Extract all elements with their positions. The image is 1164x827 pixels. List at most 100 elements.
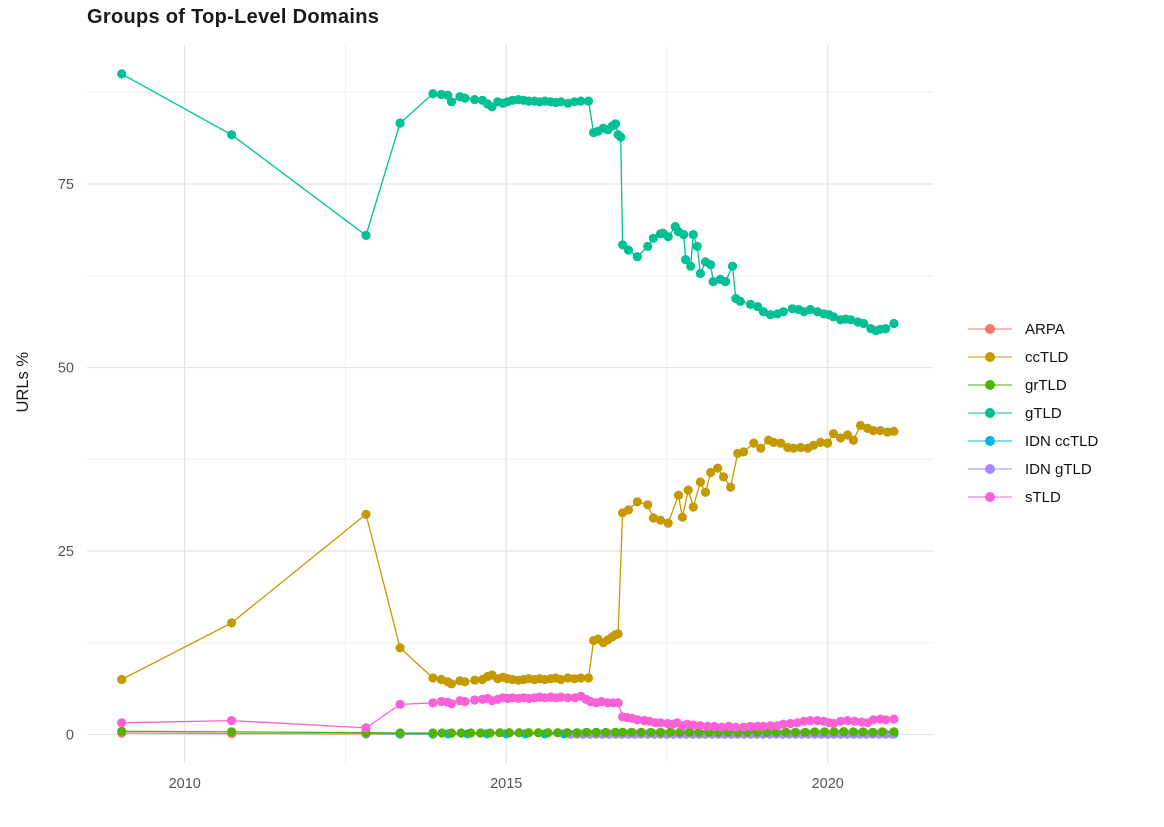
data-point (643, 241, 653, 251)
data-point (727, 261, 738, 271)
series-line (121, 73, 895, 332)
data-point (776, 438, 786, 448)
data-point (665, 727, 675, 737)
data-point (648, 513, 659, 523)
data-point (361, 230, 371, 240)
legend-item-idn-gtld: IDN gTLD (968, 460, 1098, 478)
x-tick-label: 2010 (169, 776, 201, 792)
data-point (495, 728, 505, 738)
data-point (769, 437, 779, 447)
data-point (758, 307, 769, 317)
data-point (610, 119, 621, 129)
x-tick-label: 2020 (812, 776, 844, 792)
y-tick-label: 25 (58, 544, 74, 560)
data-point (543, 728, 553, 738)
data-point (702, 721, 713, 732)
data-point (868, 426, 879, 436)
data-point (765, 310, 776, 320)
data-point (470, 675, 480, 685)
data-point (514, 728, 524, 738)
data-point (470, 695, 480, 705)
data-point (227, 618, 237, 628)
data-point (745, 299, 756, 309)
data-point (809, 440, 819, 450)
data-point (749, 438, 759, 448)
data-point (648, 233, 659, 243)
data-point (796, 442, 806, 453)
data-point (839, 727, 849, 737)
data-point (627, 727, 637, 737)
series-stld (117, 691, 899, 733)
data-point (829, 727, 839, 737)
data-point (805, 716, 815, 726)
data-point (823, 438, 833, 448)
data-point (785, 718, 796, 729)
legend-label: IDN ccTLD (1025, 432, 1099, 450)
data-point (683, 485, 693, 495)
data-point (717, 722, 727, 732)
y-tick-label: 0 (66, 728, 74, 744)
data-point (227, 130, 237, 140)
chart-title: Groups of Top-Level Domains (87, 6, 380, 28)
data-point (456, 728, 466, 738)
data-point (395, 118, 405, 128)
legend-label: ccTLD (1025, 348, 1069, 366)
data-point (855, 420, 866, 431)
data-point (466, 728, 476, 738)
data-point (446, 699, 457, 709)
data-point (713, 463, 723, 473)
data-point (781, 727, 791, 737)
data-point (524, 728, 534, 738)
legend-item-grtld: grTLD (968, 376, 1098, 394)
data-point (868, 715, 879, 725)
data-point (848, 727, 859, 737)
data-point (395, 728, 405, 738)
data-point (738, 722, 749, 732)
data-point (610, 727, 621, 737)
data-point (428, 698, 438, 708)
legend-label: ARPA (1025, 320, 1065, 338)
data-point (673, 490, 684, 500)
data-point (117, 718, 127, 728)
data-point (446, 728, 457, 738)
data-point (745, 721, 756, 732)
data-point (695, 477, 706, 487)
data-point (563, 693, 573, 703)
data-point (836, 716, 846, 726)
data-point (556, 692, 566, 702)
data-point (485, 728, 495, 738)
series-cctld (117, 420, 899, 689)
series-gtld (117, 69, 899, 336)
legend-item-cctld: ccTLD (968, 348, 1098, 366)
data-point (117, 726, 127, 736)
data-point (789, 443, 799, 453)
data-point (800, 727, 810, 737)
legend-label: grTLD (1025, 376, 1067, 394)
data-point (875, 426, 886, 436)
data-point (836, 433, 846, 443)
data-point (724, 721, 734, 732)
data-point (889, 426, 899, 436)
data-point (655, 718, 666, 728)
legend-label: sTLD (1025, 488, 1061, 506)
legend-item-idn-cctld: IDN ccTLD (968, 432, 1098, 450)
data-point (460, 677, 470, 687)
data-point (828, 312, 839, 322)
data-point (591, 727, 601, 737)
legend-item-arpa: ARPA (968, 320, 1098, 338)
data-point (655, 727, 666, 737)
data-point (684, 727, 695, 737)
legend: ARPA ccTLD grTLD gTLD IDN ccTLD IDN gTLD… (968, 320, 1098, 506)
data-point (428, 728, 438, 738)
data-point (663, 232, 673, 242)
data-point (709, 721, 720, 732)
data-point (632, 252, 643, 262)
data-point (692, 241, 702, 251)
data-point (679, 230, 689, 240)
data-point (700, 487, 711, 497)
data-point (695, 721, 706, 731)
data-point (623, 505, 634, 515)
data-point (636, 727, 646, 737)
